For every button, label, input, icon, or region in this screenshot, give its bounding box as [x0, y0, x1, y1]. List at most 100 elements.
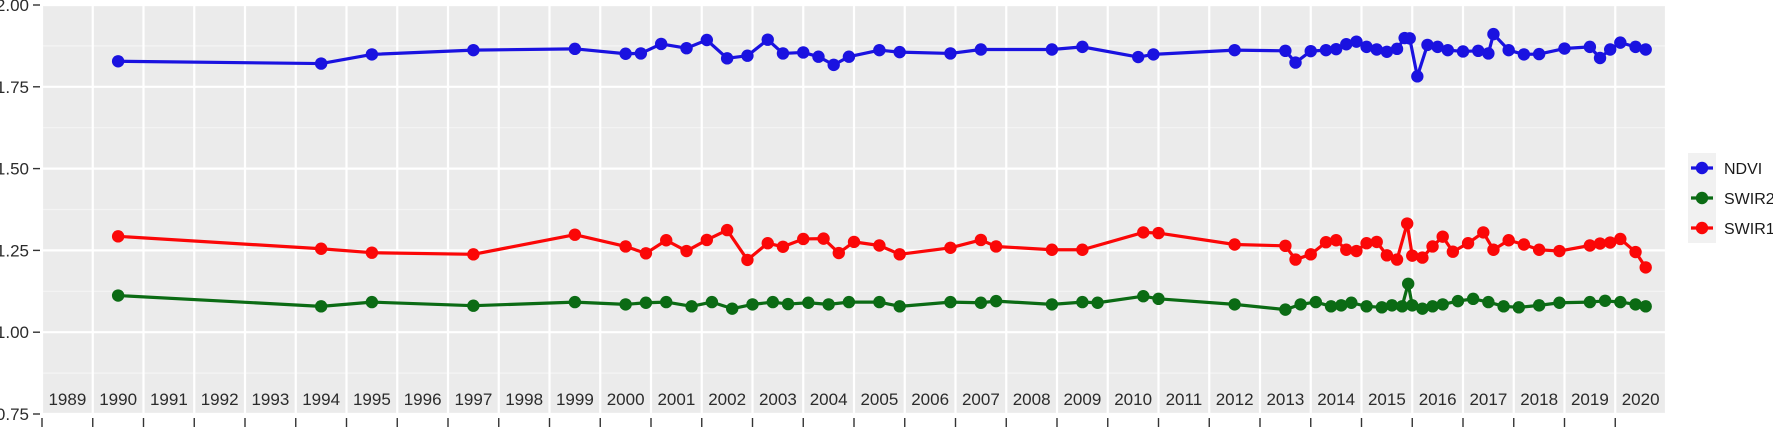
data-point-ndvi — [1456, 45, 1470, 58]
legend[interactable]: NDVI SWIR2 SWIR1 — [1688, 153, 1773, 243]
x-axis-tick-label: 1997 — [454, 390, 492, 409]
data-point-swir1 — [776, 240, 790, 253]
data-point-swir1 — [1390, 253, 1404, 266]
data-point-swir1 — [1477, 226, 1490, 239]
data-point-swir1 — [1583, 239, 1597, 252]
series-line-ndvi — [116, 32, 1648, 78]
data-point-ndvi — [1411, 70, 1424, 83]
x-axis-tick-label: 2020 — [1622, 390, 1660, 409]
x-axis-tick-label: 1991 — [150, 390, 188, 409]
data-point-swir1 — [1436, 230, 1449, 243]
data-point-swir1 — [1446, 245, 1460, 258]
data-point-swir2 — [1152, 292, 1165, 306]
data-point-swir1 — [1502, 234, 1515, 247]
data-point-ndvi — [1482, 47, 1495, 60]
data-point-swir1 — [1304, 248, 1317, 261]
x-axis-tick-label: 2012 — [1216, 390, 1254, 409]
data-point-swir1 — [1593, 237, 1607, 250]
data-point-ndvi — [1329, 42, 1343, 56]
y-axis-tick-label: 1.00 — [0, 323, 29, 342]
data-point-swir1 — [1416, 251, 1429, 264]
data-point-swir1 — [1340, 243, 1353, 256]
data-point-ndvi — [619, 47, 632, 60]
data-point-swir2 — [1416, 302, 1429, 315]
data-point-ndvi — [1289, 56, 1302, 69]
data-point-ndvi — [1639, 43, 1652, 56]
x-axis-tick-label: 2005 — [860, 390, 898, 409]
legend-item-ndvi[interactable]: NDVI — [1691, 161, 1762, 178]
data-point-ndvi — [314, 57, 328, 70]
data-point-ndvi — [1403, 32, 1416, 45]
data-point-swir1 — [761, 237, 774, 250]
data-point-swir2 — [989, 294, 1003, 308]
data-point-swir2 — [705, 295, 719, 309]
legend-label-ndvi: NDVI — [1724, 161, 1762, 178]
series-ndvi — [111, 27, 1652, 83]
x-axis-tick-label: 2007 — [962, 390, 1000, 409]
data-point-ndvi — [467, 43, 480, 57]
data-point-swir2 — [365, 295, 379, 309]
data-point-swir1 — [944, 241, 957, 254]
data-point-swir1 — [568, 228, 582, 241]
data-point-swir2 — [1598, 294, 1612, 307]
data-point-swir1 — [1370, 235, 1383, 249]
x-axis-tick-label: 2009 — [1063, 390, 1101, 409]
data-point-ndvi — [700, 33, 714, 47]
data-point-swir2 — [1137, 290, 1150, 303]
legend-item-swir1[interactable]: SWIR1 — [1691, 221, 1773, 238]
x-axis-tick-label: 2000 — [607, 390, 645, 409]
data-point-ndvi — [1228, 43, 1241, 57]
x-axis-tick-label: 2017 — [1469, 390, 1507, 409]
data-point-ndvi — [680, 41, 693, 55]
data-point-ndvi — [893, 45, 906, 59]
x-axis-tick-label: 2003 — [759, 390, 797, 409]
x-axis-tick-label: 2014 — [1317, 390, 1355, 409]
data-point-swir1 — [741, 253, 754, 267]
data-point-swir2 — [1045, 298, 1059, 311]
legend-item-swir2[interactable]: SWIR2 — [1691, 191, 1773, 208]
data-point-ndvi — [1370, 43, 1383, 56]
data-point-ndvi — [1441, 43, 1454, 57]
x-axis-tick-label: 2013 — [1266, 390, 1304, 409]
data-point-swir2 — [1532, 299, 1546, 312]
data-point-ndvi — [1380, 45, 1394, 58]
data-point-ndvi — [1421, 38, 1434, 52]
data-point-swir2 — [974, 296, 988, 309]
data-point-swir2 — [1375, 301, 1389, 314]
data-point-swir2 — [726, 302, 739, 315]
data-point-swir2 — [1639, 300, 1652, 313]
data-point-swir1 — [1532, 243, 1546, 256]
data-point-swir2 — [1279, 303, 1292, 316]
x-axis-tick-label: 2001 — [657, 390, 695, 409]
x-axis-tick-label: 1993 — [251, 390, 289, 409]
data-point-ndvi — [720, 52, 734, 65]
data-point-swir2 — [619, 298, 632, 311]
x-axis-tick-label: 1989 — [48, 390, 86, 409]
data-point-swir2 — [1360, 300, 1373, 313]
data-point-swir1 — [1319, 236, 1333, 249]
data-point-swir1 — [680, 244, 693, 258]
data-point-ndvi — [1319, 43, 1333, 57]
data-point-ndvi — [827, 58, 840, 72]
series-line-swir1 — [116, 221, 1648, 270]
data-point-ndvi — [1603, 43, 1617, 56]
data-point-swir1 — [1360, 237, 1373, 250]
data-point-swir2 — [639, 296, 653, 309]
data-point-swir2 — [1553, 296, 1566, 309]
legend-marker-swir2 — [1695, 191, 1709, 205]
x-axis: 1989 1990 1991 1992 1993 1994 1995 1996 1997 1998… — [41, 390, 1660, 427]
data-point-swir1 — [1289, 253, 1302, 266]
data-point-ndvi — [812, 50, 825, 63]
data-point-swir1 — [1517, 238, 1531, 251]
data-point-ndvi — [1360, 40, 1373, 54]
data-point-swir2 — [944, 295, 957, 309]
data-point-swir1 — [1487, 243, 1500, 256]
legend-label-swir1: SWIR1 — [1724, 221, 1773, 238]
data-point-swir2 — [1401, 277, 1415, 290]
data-point-swir1 — [893, 248, 906, 261]
data-point-ndvi — [1045, 43, 1059, 56]
data-point-ndvi — [1350, 35, 1363, 48]
data-point-swir1 — [619, 240, 632, 253]
data-point-swir2 — [1451, 294, 1465, 308]
x-axis-tick-label: 2002 — [708, 390, 746, 409]
